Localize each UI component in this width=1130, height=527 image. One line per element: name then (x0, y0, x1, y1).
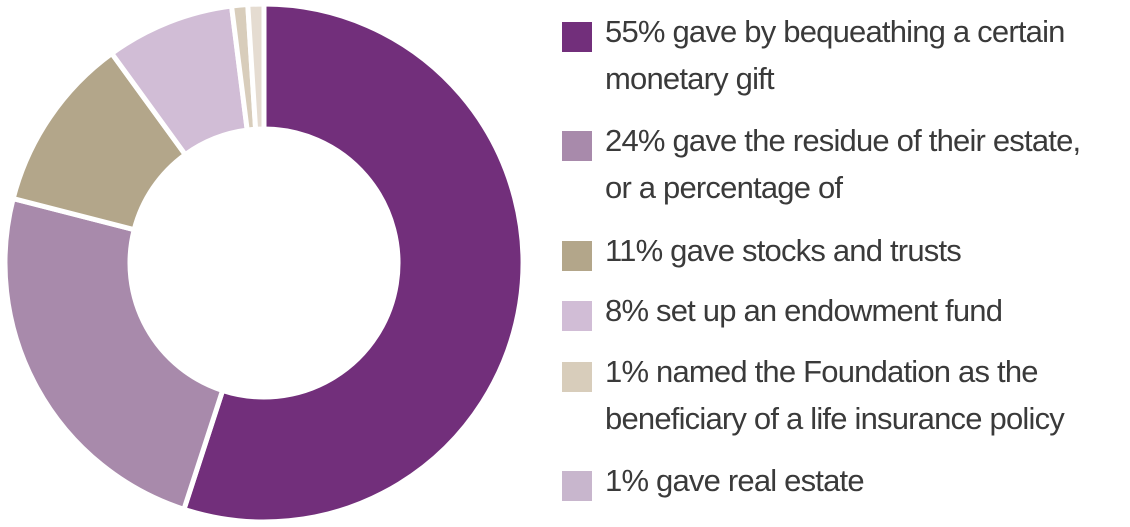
legend-item-endowment-fund: 8% set up an endowment fund (562, 287, 1003, 334)
legend-swatch-stocks-trusts (562, 241, 592, 271)
legend-label-stocks-trusts: 11% gave stocks and trusts (605, 233, 962, 268)
legend-item-life-insurance: 1% named the Foundation as the beneficia… (562, 348, 1065, 442)
legend-item-stocks-trusts: 11% gave stocks and trusts (562, 227, 962, 274)
legend-item-residue-estate: 24% gave the residue of their estate, or… (562, 117, 1081, 211)
legend-item-monetary-gift: 55% gave by bequeathing a certain moneta… (562, 8, 1065, 102)
legend-swatch-monetary-gift (562, 22, 592, 52)
legend-swatch-residue-estate (562, 131, 592, 161)
legend-label-endowment-fund: 8% set up an endowment fund (605, 293, 1003, 328)
donut-slice-residue-estate (2, 195, 226, 513)
donut-chart (2, 1, 526, 525)
legend-label-residue-estate: 24% gave the residue of their estate, or… (605, 123, 1081, 205)
legend-label-life-insurance: 1% named the Foundation as the beneficia… (605, 354, 1065, 436)
legend-swatch-real-estate (562, 471, 592, 501)
legend-swatch-endowment-fund (562, 301, 592, 331)
legend-swatch-life-insurance (562, 362, 592, 392)
donut-slice-monetary-gift (180, 1, 526, 525)
legend-label-real-estate: 1% gave real estate (605, 463, 865, 498)
donut-slice-real-estate (245, 1, 267, 132)
legend-item-real-estate: 1% gave real estate (562, 457, 865, 504)
legend-label-monetary-gift: 55% gave by bequeathing a certain moneta… (605, 14, 1065, 96)
